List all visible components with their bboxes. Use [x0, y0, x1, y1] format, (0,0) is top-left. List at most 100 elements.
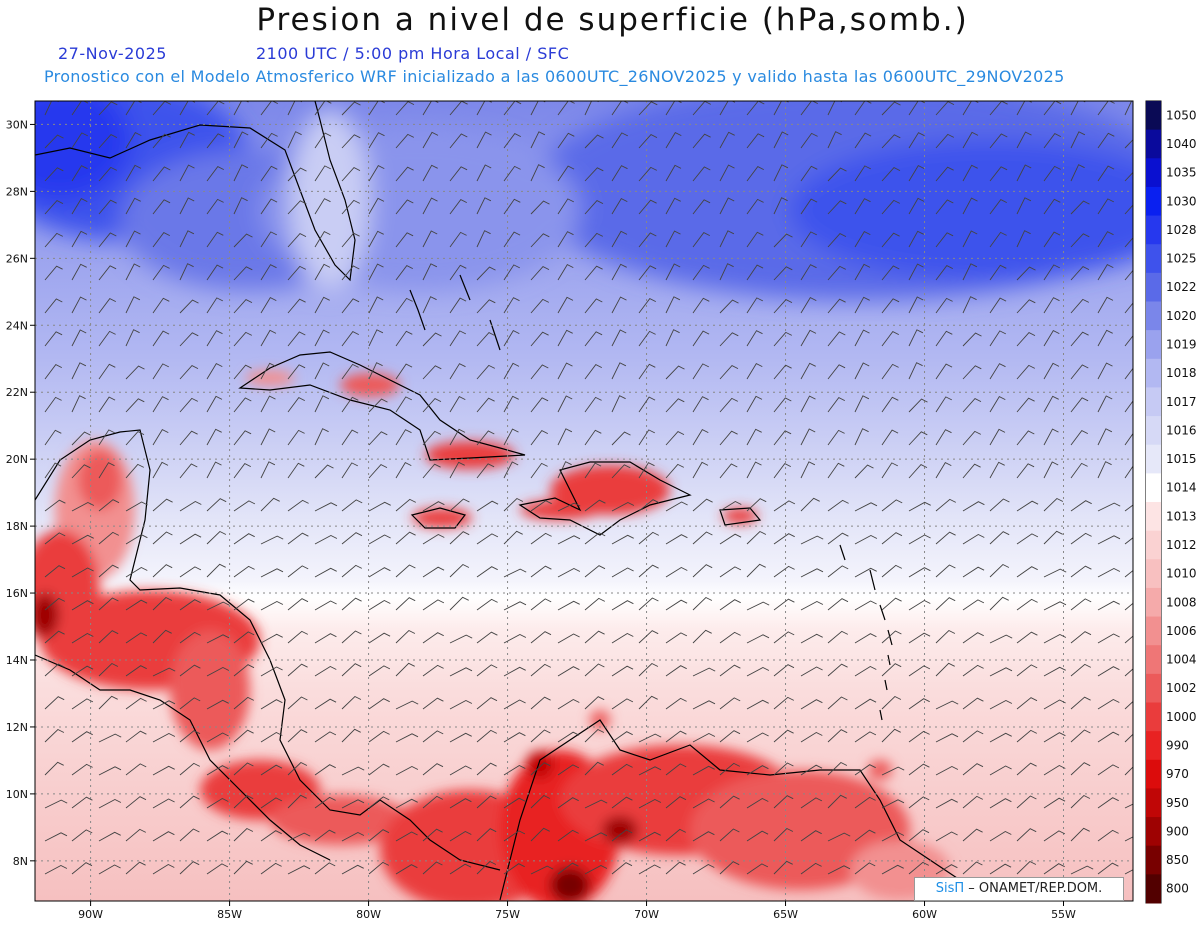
wind-barb	[935, 133, 955, 149]
wind-barb	[449, 166, 468, 182]
wind-barb	[1124, 733, 1133, 743]
wind-barb	[1070, 131, 1086, 149]
wind-barb	[827, 794, 847, 809]
wind-barb	[584, 101, 599, 116]
wind-barb	[314, 296, 330, 314]
wind-barb	[1016, 729, 1038, 743]
wind-barb	[1097, 698, 1120, 710]
wind-barb	[530, 532, 552, 545]
wind-barb	[1097, 165, 1115, 182]
wind-barb	[476, 463, 495, 479]
colorbar-label: 1020	[1166, 309, 1197, 323]
wind-barb	[908, 763, 930, 776]
wind-barb	[395, 798, 418, 809]
wind-barb	[638, 134, 658, 149]
wind-barb	[260, 568, 284, 578]
wind-barb	[206, 666, 230, 677]
wind-barb	[368, 534, 391, 545]
wind-barb	[368, 599, 391, 611]
wind-barb	[611, 567, 634, 578]
wind-barb	[1124, 668, 1133, 677]
wind-barb	[44, 761, 64, 776]
wind-barb	[341, 232, 360, 248]
wind-barb	[1016, 697, 1038, 710]
wind-barb	[692, 429, 709, 446]
wind-barb	[98, 462, 115, 479]
lat-tick-label: 20N	[6, 453, 28, 466]
colorbar: 1050 1040 1035 1030 1028 1025 1022 1020 1019 1018…	[1145, 100, 1197, 904]
wind-barb	[341, 663, 362, 677]
wind-barb	[611, 731, 633, 743]
wind-barb	[503, 428, 519, 446]
wind-barb	[962, 463, 981, 479]
wind-barb	[1043, 165, 1061, 182]
wind-barb	[881, 199, 901, 215]
wind-barb	[449, 667, 473, 677]
wind-barb	[827, 429, 845, 446]
wind-barb	[287, 598, 309, 611]
wind-barb	[908, 632, 931, 644]
wind-barb	[530, 331, 549, 347]
wind-barb	[962, 263, 978, 281]
wind-barb	[719, 664, 741, 677]
wind-barb	[854, 731, 877, 743]
latitude-axis: 30N 28N 26N 24N 22N 20N 18N 16N 14N 12N 10N 8N	[6, 118, 35, 868]
wind-barb	[746, 133, 765, 149]
wind-barb	[692, 363, 710, 380]
lon-tick-label: 85W	[217, 908, 242, 921]
wind-barb	[341, 265, 360, 281]
wind-barb	[1124, 537, 1133, 545]
coastlines	[35, 101, 961, 901]
wind-barb	[503, 568, 527, 578]
wind-barb	[206, 530, 227, 545]
wind-barb	[557, 567, 581, 578]
wind-barb	[989, 199, 1008, 215]
wind-barb	[1070, 532, 1092, 545]
wind-barb	[233, 827, 254, 842]
colorbar-label: 1016	[1166, 423, 1197, 437]
wind-barb	[881, 728, 901, 743]
wind-barb	[368, 829, 390, 842]
wind-barb	[422, 463, 441, 479]
wind-barb	[1016, 266, 1036, 281]
wind-barb	[1070, 794, 1091, 809]
wind-barb	[449, 428, 466, 446]
wind-barb	[935, 297, 953, 314]
wind-barb	[44, 200, 64, 215]
wind-barb	[1097, 264, 1114, 281]
wind-barb	[935, 765, 959, 776]
wind-barb	[881, 532, 903, 545]
wind-barb	[422, 398, 442, 413]
wind-barb	[179, 566, 202, 578]
wind-barb	[665, 164, 682, 182]
wind-barb	[260, 535, 284, 545]
wind-barb	[476, 566, 498, 578]
wind-barb	[854, 665, 877, 677]
wind-barb	[44, 167, 64, 182]
wind-barb	[584, 265, 603, 281]
wind-barb	[179, 197, 195, 215]
wind-barb	[800, 830, 822, 842]
wind-barb	[341, 799, 365, 809]
wind-barb	[260, 862, 282, 875]
wind-barb	[395, 396, 413, 413]
wind-barb	[179, 631, 201, 644]
wind-barb	[179, 463, 198, 479]
wind-barb	[773, 729, 794, 743]
wind-barb	[719, 730, 741, 743]
wind-barb	[1070, 266, 1090, 281]
wind-barb	[935, 597, 956, 611]
wind-barb	[638, 330, 656, 347]
wind-barb	[368, 296, 384, 314]
wind-barb	[1097, 600, 1120, 611]
wind-barb	[800, 699, 823, 710]
wind-barb	[746, 797, 769, 809]
wind-barb	[557, 264, 574, 281]
wind-barb	[1070, 233, 1090, 248]
colorbar-label: 950	[1166, 796, 1189, 810]
wind-barb	[341, 134, 361, 149]
wind-barb	[692, 732, 716, 743]
wind-barb	[854, 829, 876, 842]
wind-barb	[989, 563, 1010, 578]
wind-barb	[827, 233, 847, 248]
